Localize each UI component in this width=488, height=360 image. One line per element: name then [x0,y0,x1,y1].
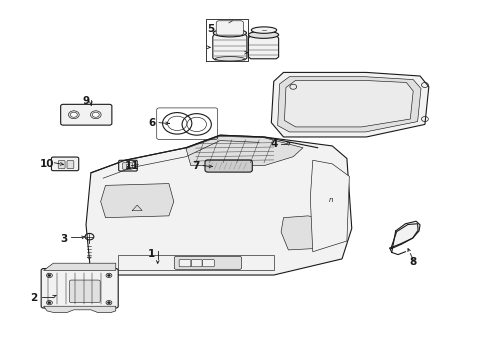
FancyBboxPatch shape [202,260,214,267]
FancyBboxPatch shape [51,157,79,171]
Ellipse shape [251,27,276,33]
Text: 5: 5 [206,24,214,35]
Text: 11: 11 [125,161,139,171]
FancyBboxPatch shape [122,163,132,169]
Polygon shape [101,184,173,218]
Polygon shape [212,33,246,60]
Polygon shape [277,77,420,132]
Ellipse shape [248,31,278,39]
FancyBboxPatch shape [216,21,243,35]
Polygon shape [86,135,351,275]
FancyBboxPatch shape [67,161,74,168]
Polygon shape [43,306,116,313]
Ellipse shape [92,112,99,117]
Polygon shape [271,72,428,137]
Ellipse shape [68,111,79,119]
FancyBboxPatch shape [125,164,129,167]
Text: n: n [328,197,333,203]
Text: 1: 1 [148,248,155,258]
Text: 2: 2 [30,293,38,303]
Ellipse shape [90,111,101,119]
Text: 8: 8 [408,257,415,267]
FancyBboxPatch shape [69,280,100,303]
Polygon shape [390,224,417,249]
FancyBboxPatch shape [41,269,118,308]
Text: 9: 9 [82,96,89,106]
Circle shape [48,302,51,304]
Text: 7: 7 [192,161,199,171]
FancyBboxPatch shape [119,160,137,171]
Text: 3: 3 [61,234,67,244]
Text: 6: 6 [148,118,155,128]
Polygon shape [284,80,412,127]
FancyBboxPatch shape [58,161,65,168]
Circle shape [107,302,110,304]
Ellipse shape [215,57,244,61]
FancyBboxPatch shape [61,104,112,125]
FancyBboxPatch shape [174,256,241,269]
FancyBboxPatch shape [179,260,190,267]
Circle shape [48,274,51,276]
Text: 10: 10 [40,159,54,169]
FancyBboxPatch shape [191,260,202,267]
FancyBboxPatch shape [204,160,252,172]
Polygon shape [310,160,348,252]
Polygon shape [281,216,331,250]
Circle shape [107,274,110,276]
Polygon shape [185,136,303,166]
Text: 4: 4 [269,139,277,149]
Polygon shape [43,263,116,270]
Ellipse shape [70,112,77,117]
Ellipse shape [213,29,246,37]
Polygon shape [248,35,278,59]
Polygon shape [118,255,273,270]
